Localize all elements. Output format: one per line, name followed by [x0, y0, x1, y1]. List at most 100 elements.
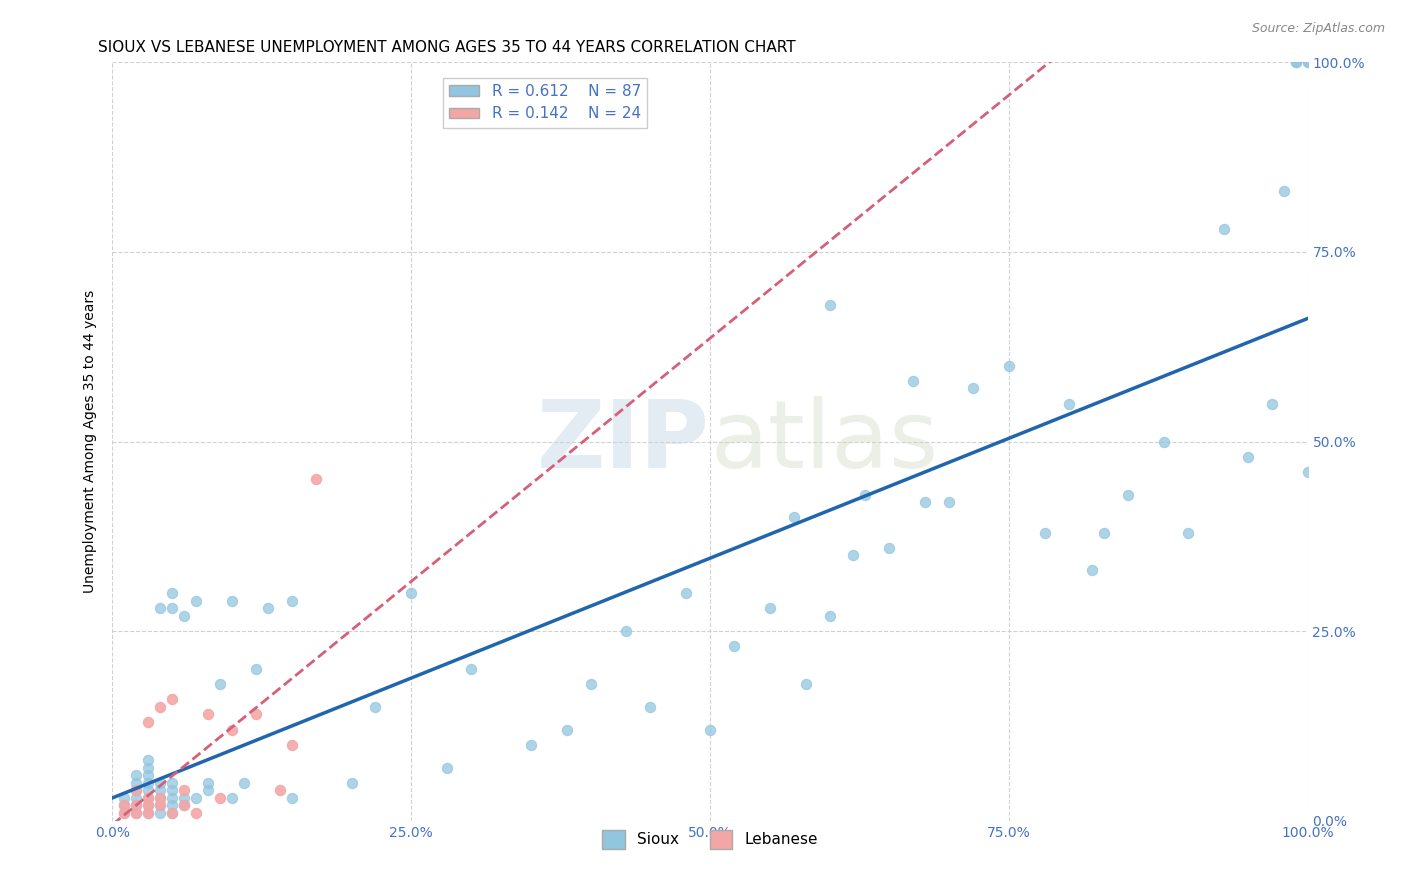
Point: [125, 791, 148, 805]
Point: [162, 586, 183, 600]
Point: [149, 783, 172, 797]
Point: [281, 738, 304, 752]
Point: [1296, 55, 1319, 70]
Point: [782, 510, 804, 524]
Point: [114, 806, 135, 821]
Point: [173, 783, 195, 797]
Point: [149, 806, 172, 821]
Point: [125, 768, 148, 782]
Point: [162, 692, 183, 706]
Point: [938, 495, 960, 509]
Point: [138, 806, 160, 821]
Point: [1081, 564, 1104, 578]
Point: [1237, 450, 1260, 464]
Legend: Sioux, Lebanese: Sioux, Lebanese: [596, 824, 824, 855]
Point: [125, 806, 148, 821]
Point: [1094, 525, 1116, 540]
Point: [138, 798, 160, 813]
Point: [616, 624, 638, 639]
Point: [1296, 55, 1319, 70]
Point: [281, 791, 304, 805]
Point: [579, 677, 602, 691]
Point: [138, 783, 160, 797]
Point: [138, 798, 160, 813]
Point: [138, 768, 160, 782]
Point: [114, 806, 135, 821]
Point: [723, 639, 745, 653]
Point: [555, 723, 578, 737]
Y-axis label: Unemployment Among Ages 35 to 44 years: Unemployment Among Ages 35 to 44 years: [83, 290, 97, 593]
Point: [520, 738, 543, 752]
Text: ZIP: ZIP: [537, 395, 710, 488]
Point: [149, 601, 172, 615]
Point: [186, 806, 208, 821]
Point: [962, 382, 984, 396]
Point: [149, 776, 172, 790]
Point: [1285, 55, 1308, 70]
Point: [197, 783, 219, 797]
Text: SIOUX VS LEBANESE UNEMPLOYMENT AMONG AGES 35 TO 44 YEARS CORRELATION CHART: SIOUX VS LEBANESE UNEMPLOYMENT AMONG AGE…: [98, 40, 796, 55]
Point: [842, 548, 865, 563]
Point: [186, 791, 208, 805]
Point: [197, 707, 219, 722]
Point: [221, 723, 243, 737]
Point: [364, 699, 387, 714]
Point: [1261, 396, 1284, 410]
Point: [1153, 434, 1175, 449]
Point: [162, 791, 183, 805]
Point: [125, 783, 148, 797]
Point: [257, 601, 280, 615]
Point: [1296, 465, 1319, 479]
Point: [1272, 184, 1295, 198]
Point: [149, 791, 172, 805]
Point: [125, 798, 148, 813]
Point: [209, 791, 232, 805]
Point: [1118, 487, 1140, 501]
Text: Source: ZipAtlas.com: Source: ZipAtlas.com: [1251, 22, 1385, 36]
Point: [138, 753, 160, 767]
Point: [197, 776, 219, 790]
Point: [1057, 396, 1080, 410]
Point: [138, 715, 160, 730]
Point: [1285, 55, 1308, 70]
Text: atlas: atlas: [710, 395, 938, 488]
Point: [162, 783, 183, 797]
Point: [269, 783, 291, 797]
Point: [186, 594, 208, 608]
Point: [340, 776, 363, 790]
Point: [149, 699, 172, 714]
Point: [436, 760, 458, 774]
Point: [125, 776, 148, 790]
Point: [149, 798, 172, 813]
Point: [173, 798, 195, 813]
Point: [759, 601, 782, 615]
Point: [998, 359, 1021, 373]
Point: [125, 798, 148, 813]
Point: [1213, 222, 1236, 236]
Point: [245, 662, 267, 676]
Point: [1033, 525, 1056, 540]
Point: [173, 798, 195, 813]
Point: [903, 374, 925, 388]
Point: [281, 594, 304, 608]
Point: [305, 473, 328, 487]
Point: [818, 608, 841, 623]
Point: [149, 798, 172, 813]
Point: [209, 677, 232, 691]
Point: [794, 677, 817, 691]
Point: [138, 791, 160, 805]
Point: [173, 791, 195, 805]
Point: [162, 806, 183, 821]
Point: [138, 791, 160, 805]
Point: [221, 594, 243, 608]
Point: [138, 806, 160, 821]
Point: [1177, 525, 1199, 540]
Point: [125, 783, 148, 797]
Point: [162, 601, 183, 615]
Point: [233, 776, 256, 790]
Point: [125, 806, 148, 821]
Point: [221, 791, 243, 805]
Point: [460, 662, 482, 676]
Point: [675, 586, 697, 600]
Point: [879, 541, 901, 555]
